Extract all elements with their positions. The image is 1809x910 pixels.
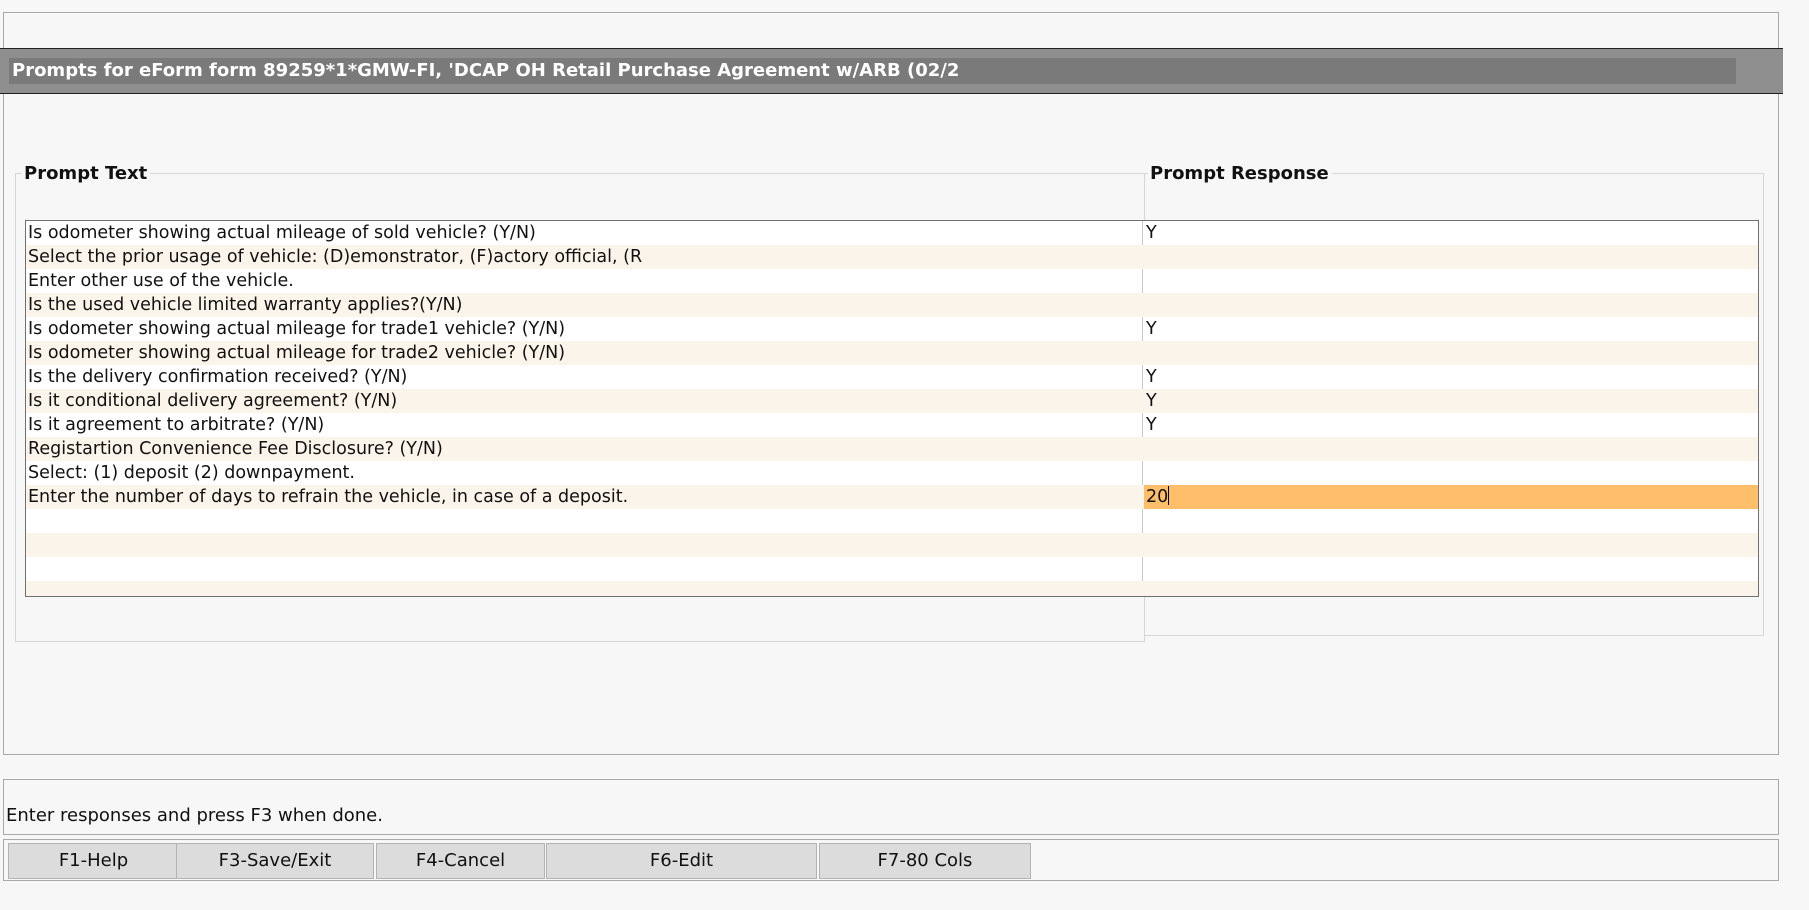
prompt-response-cell[interactable]: [1144, 509, 1758, 533]
prompt-text-cell: Is the used vehicle limited warranty app…: [28, 295, 463, 315]
status-message: Enter responses and press F3 when done.: [6, 805, 383, 826]
text-cursor: [1168, 486, 1170, 505]
function-key-bar: F1-Help F3-Save/Exit F4-Cancel F6-Edit F7-80…: [3, 839, 1779, 881]
window-title: Prompts for eForm form 89259*1*GMW-FI, '…: [9, 58, 1736, 84]
prompt-text-cell: Registartion Convenience Fee Disclosure?…: [28, 439, 443, 459]
prompt-response-cell[interactable]: [1144, 437, 1758, 461]
table-row[interactable]: Is it agreement to arbitrate? (Y/N) Y: [26, 413, 1758, 437]
prompt-response-cell[interactable]: [1144, 293, 1758, 317]
prompt-response-cell[interactable]: [1144, 533, 1758, 557]
prompt-text-cell: Select the prior usage of vehicle: (D)em…: [28, 247, 643, 267]
prompt-text-cell: Is the delivery confirmation received? (…: [28, 367, 408, 387]
prompt-response-cell[interactable]: 20: [1144, 485, 1758, 509]
table-row[interactable]: [26, 533, 1758, 557]
prompt-response-cell[interactable]: Y: [1146, 391, 1157, 411]
prompt-response-cell[interactable]: [1144, 557, 1758, 581]
f4-cancel-button[interactable]: F4-Cancel: [376, 843, 545, 879]
table-row[interactable]: Is it conditional delivery agreement? (Y…: [26, 389, 1758, 413]
prompt-text-cell: Is odometer showing actual mileage for t…: [28, 319, 566, 339]
table-row[interactable]: Enter the number of days to refrain the …: [26, 485, 1758, 509]
prompt-text-cell: Is it conditional delivery agreement? (Y…: [28, 391, 398, 411]
table-row[interactable]: Select: (1) deposit (2) downpayment.: [26, 461, 1758, 485]
table-row[interactable]: Is odometer showing actual mileage of so…: [26, 221, 1758, 245]
prompt-response-cell[interactable]: Y: [1146, 319, 1157, 339]
prompt-response-cell[interactable]: [1144, 341, 1758, 365]
status-panel: Enter responses and press F3 when done.: [3, 779, 1779, 835]
table-row[interactable]: Enter other use of the vehicle.: [26, 269, 1758, 293]
prompt-response-cell[interactable]: Y: [1146, 223, 1157, 243]
table-row[interactable]: Registartion Convenience Fee Disclosure?…: [26, 437, 1758, 461]
table-row[interactable]: Is odometer showing actual mileage for t…: [26, 341, 1758, 365]
prompt-response-cell[interactable]: Y: [1146, 367, 1157, 387]
prompt-response-cell[interactable]: [1144, 269, 1758, 293]
prompt-text-cell: Is odometer showing actual mileage for t…: [28, 343, 566, 363]
table-row[interactable]: Is odometer showing actual mileage for t…: [26, 317, 1758, 341]
prompt-text-cell: Is odometer showing actual mileage of so…: [28, 223, 536, 243]
table-row[interactable]: [26, 581, 1758, 596]
response-value: 20: [1146, 487, 1169, 507]
prompt-response-cell[interactable]: [1144, 581, 1758, 596]
prompt-text-header: Prompt Text: [22, 163, 151, 185]
prompt-response-header: Prompt Response: [1148, 163, 1332, 185]
f3-save-exit-button[interactable]: F3-Save/Exit: [176, 843, 374, 879]
f7-80-cols-button[interactable]: F7-80 Cols: [819, 843, 1031, 879]
prompt-text-cell: Is it agreement to arbitrate? (Y/N): [28, 415, 325, 435]
prompt-text-cell: Enter the number of days to refrain the …: [28, 487, 629, 507]
prompt-text-cell: Enter other use of the vehicle.: [28, 271, 294, 291]
table-row[interactable]: [26, 509, 1758, 533]
prompt-response-cell[interactable]: [1144, 461, 1758, 485]
f6-edit-button[interactable]: F6-Edit: [546, 843, 817, 879]
table-row[interactable]: Select the prior usage of vehicle: (D)em…: [26, 245, 1758, 269]
f1-help-button[interactable]: F1-Help: [8, 843, 179, 879]
prompt-response-cell[interactable]: [1144, 245, 1758, 269]
prompts-grid: Is odometer showing actual mileage of so…: [25, 220, 1759, 597]
table-row[interactable]: Is the delivery confirmation received? (…: [26, 365, 1758, 389]
title-bar: Prompts for eForm form 89259*1*GMW-FI, '…: [0, 48, 1783, 94]
table-row[interactable]: Is the used vehicle limited warranty app…: [26, 293, 1758, 317]
prompt-text-cell: Select: (1) deposit (2) downpayment.: [28, 463, 355, 483]
table-row[interactable]: [26, 557, 1758, 581]
prompt-response-cell[interactable]: Y: [1146, 415, 1157, 435]
